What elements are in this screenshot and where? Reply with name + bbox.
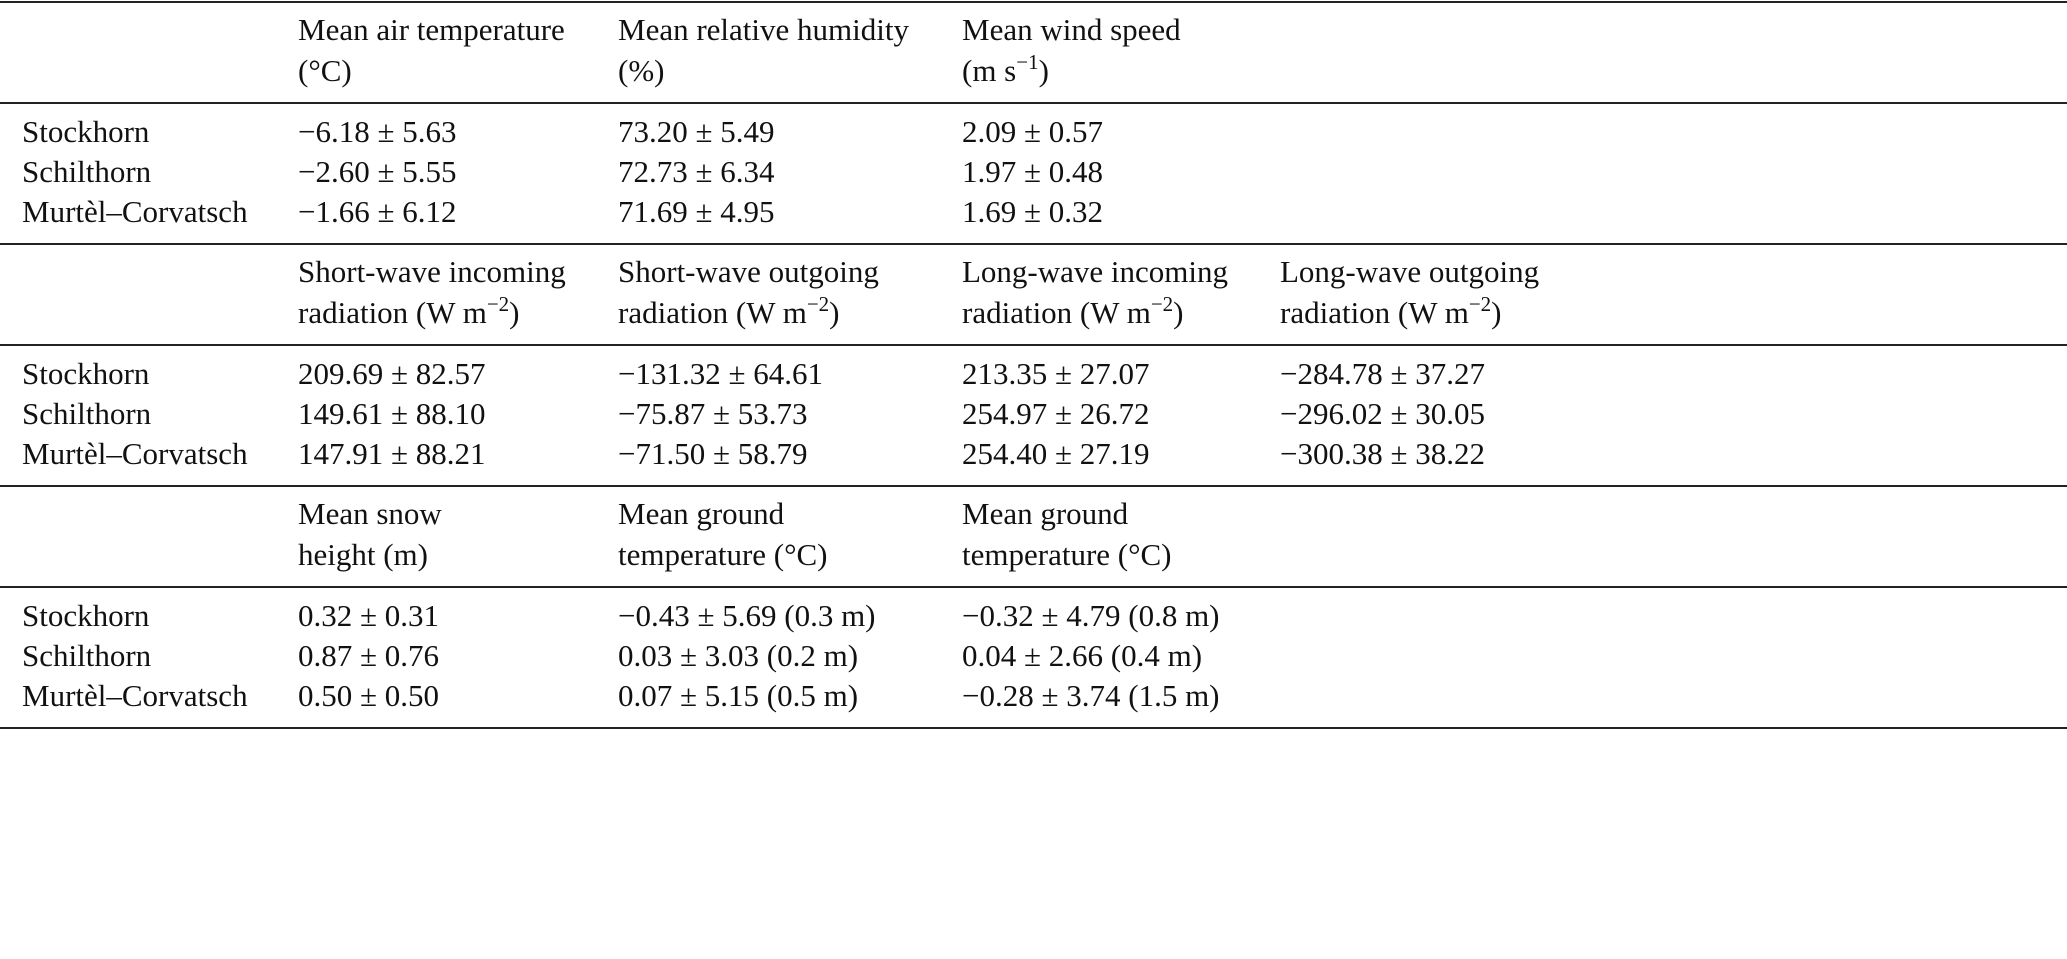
table-rule <box>0 485 2067 487</box>
table-rule <box>0 344 2067 346</box>
superscript: −2 <box>486 292 510 316</box>
column-header-line2: height (m) <box>298 537 428 572</box>
table-cell-value: 1.97 ± 0.48 <box>962 154 1104 189</box>
table-cell-value: 0.03 ± 3.03 (0.2 m) <box>618 638 859 673</box>
column-header-line1: Short-wave outgoing <box>618 254 879 289</box>
table-cell-value: −284.78 ± 37.27 <box>1280 356 1485 391</box>
table-cell-value: 0.07 ± 5.15 (0.5 m) <box>618 678 859 713</box>
table-cell-value: −300.38 ± 38.22 <box>1280 436 1485 471</box>
column-header-line2: (%) <box>618 53 665 88</box>
column-header-line1: Mean wind speed <box>962 12 1181 47</box>
table-cell-value: −6.18 ± 5.63 <box>298 114 457 149</box>
table-cell-value: 147.91 ± 88.21 <box>298 436 486 471</box>
table-cell-value: 73.20 ± 5.49 <box>618 114 775 149</box>
table-rule <box>0 243 2067 245</box>
row-label-site: Schilthorn <box>22 638 152 673</box>
row-label-site: Stockhorn <box>22 114 150 149</box>
table-cell-value: 71.69 ± 4.95 <box>618 194 775 229</box>
table-cell-value: −71.50 ± 58.79 <box>618 436 808 471</box>
table-cell-value: −296.02 ± 30.05 <box>1280 396 1485 431</box>
table-cell-value: 254.40 ± 27.19 <box>962 436 1150 471</box>
table-cell-value: 72.73 ± 6.34 <box>618 154 775 189</box>
column-header-line1: Mean snow <box>298 496 442 531</box>
row-label-site: Murtèl–Corvatsch <box>22 678 248 713</box>
table-rule <box>0 1 2067 3</box>
column-header-line1: Long-wave outgoing <box>1280 254 1540 289</box>
row-label-site: Stockhorn <box>22 598 150 633</box>
row-label-site: Schilthorn <box>22 154 152 189</box>
column-header-line2: temperature (°C) <box>618 537 828 572</box>
table-cell-value: 0.32 ± 0.31 <box>298 598 440 633</box>
table-cell-value: 0.50 ± 0.50 <box>298 678 440 713</box>
table-cell-value: 2.09 ± 0.57 <box>962 114 1104 149</box>
table-cell-value: −75.87 ± 53.73 <box>618 396 808 431</box>
superscript: −1 <box>1016 50 1039 74</box>
column-header-line1: Mean ground <box>962 496 1129 531</box>
column-header-line2: radiation (W m−2) <box>1280 292 1502 330</box>
table-cell-value: −0.32 ± 4.79 (0.8 m) <box>962 598 1220 633</box>
table-rule <box>0 102 2067 104</box>
table-cell-value: 149.61 ± 88.10 <box>298 396 486 431</box>
table-cell-value: 1.69 ± 0.32 <box>962 194 1104 229</box>
column-header-line2: radiation (W m−2) <box>962 292 1184 330</box>
table-cell-value: 209.69 ± 82.57 <box>298 356 486 391</box>
column-header-line1: Mean ground <box>618 496 785 531</box>
column-header-line1: Mean relative humidity <box>618 12 909 47</box>
row-label-site: Murtèl–Corvatsch <box>22 436 248 471</box>
row-label-site: Stockhorn <box>22 356 150 391</box>
table-cell-value: 0.04 ± 2.66 (0.4 m) <box>962 638 1203 673</box>
table-cell-value: −0.43 ± 5.69 (0.3 m) <box>618 598 876 633</box>
superscript: −2 <box>1468 292 1492 316</box>
column-header-line2: radiation (W m−2) <box>618 292 840 330</box>
column-header-line1: Long-wave incoming <box>962 254 1229 289</box>
row-label-site: Murtèl–Corvatsch <box>22 194 248 229</box>
column-header-line2: radiation (W m−2) <box>298 292 520 330</box>
table-cell-value: 0.87 ± 0.76 <box>298 638 440 673</box>
column-header-line2: (°C) <box>298 53 352 88</box>
table-cell-value: 213.35 ± 27.07 <box>962 356 1150 391</box>
table-cell-value: −0.28 ± 3.74 (1.5 m) <box>962 678 1220 713</box>
superscript: −2 <box>1150 292 1174 316</box>
table-cell-value: −2.60 ± 5.55 <box>298 154 457 189</box>
column-header-line1: Short-wave incoming <box>298 254 566 289</box>
superscript: −2 <box>806 292 830 316</box>
table-rule <box>0 586 2067 588</box>
table-cell-value: 254.97 ± 26.72 <box>962 396 1150 431</box>
column-header-line2: (m s−1) <box>962 50 1049 88</box>
column-header-line1: Mean air temperature <box>298 12 565 47</box>
column-header-line2: temperature (°C) <box>962 537 1172 572</box>
row-label-site: Schilthorn <box>22 396 152 431</box>
table-cell-value: −1.66 ± 6.12 <box>298 194 457 229</box>
table-rule <box>0 727 2067 729</box>
table-cell-value: −131.32 ± 64.61 <box>618 356 823 391</box>
